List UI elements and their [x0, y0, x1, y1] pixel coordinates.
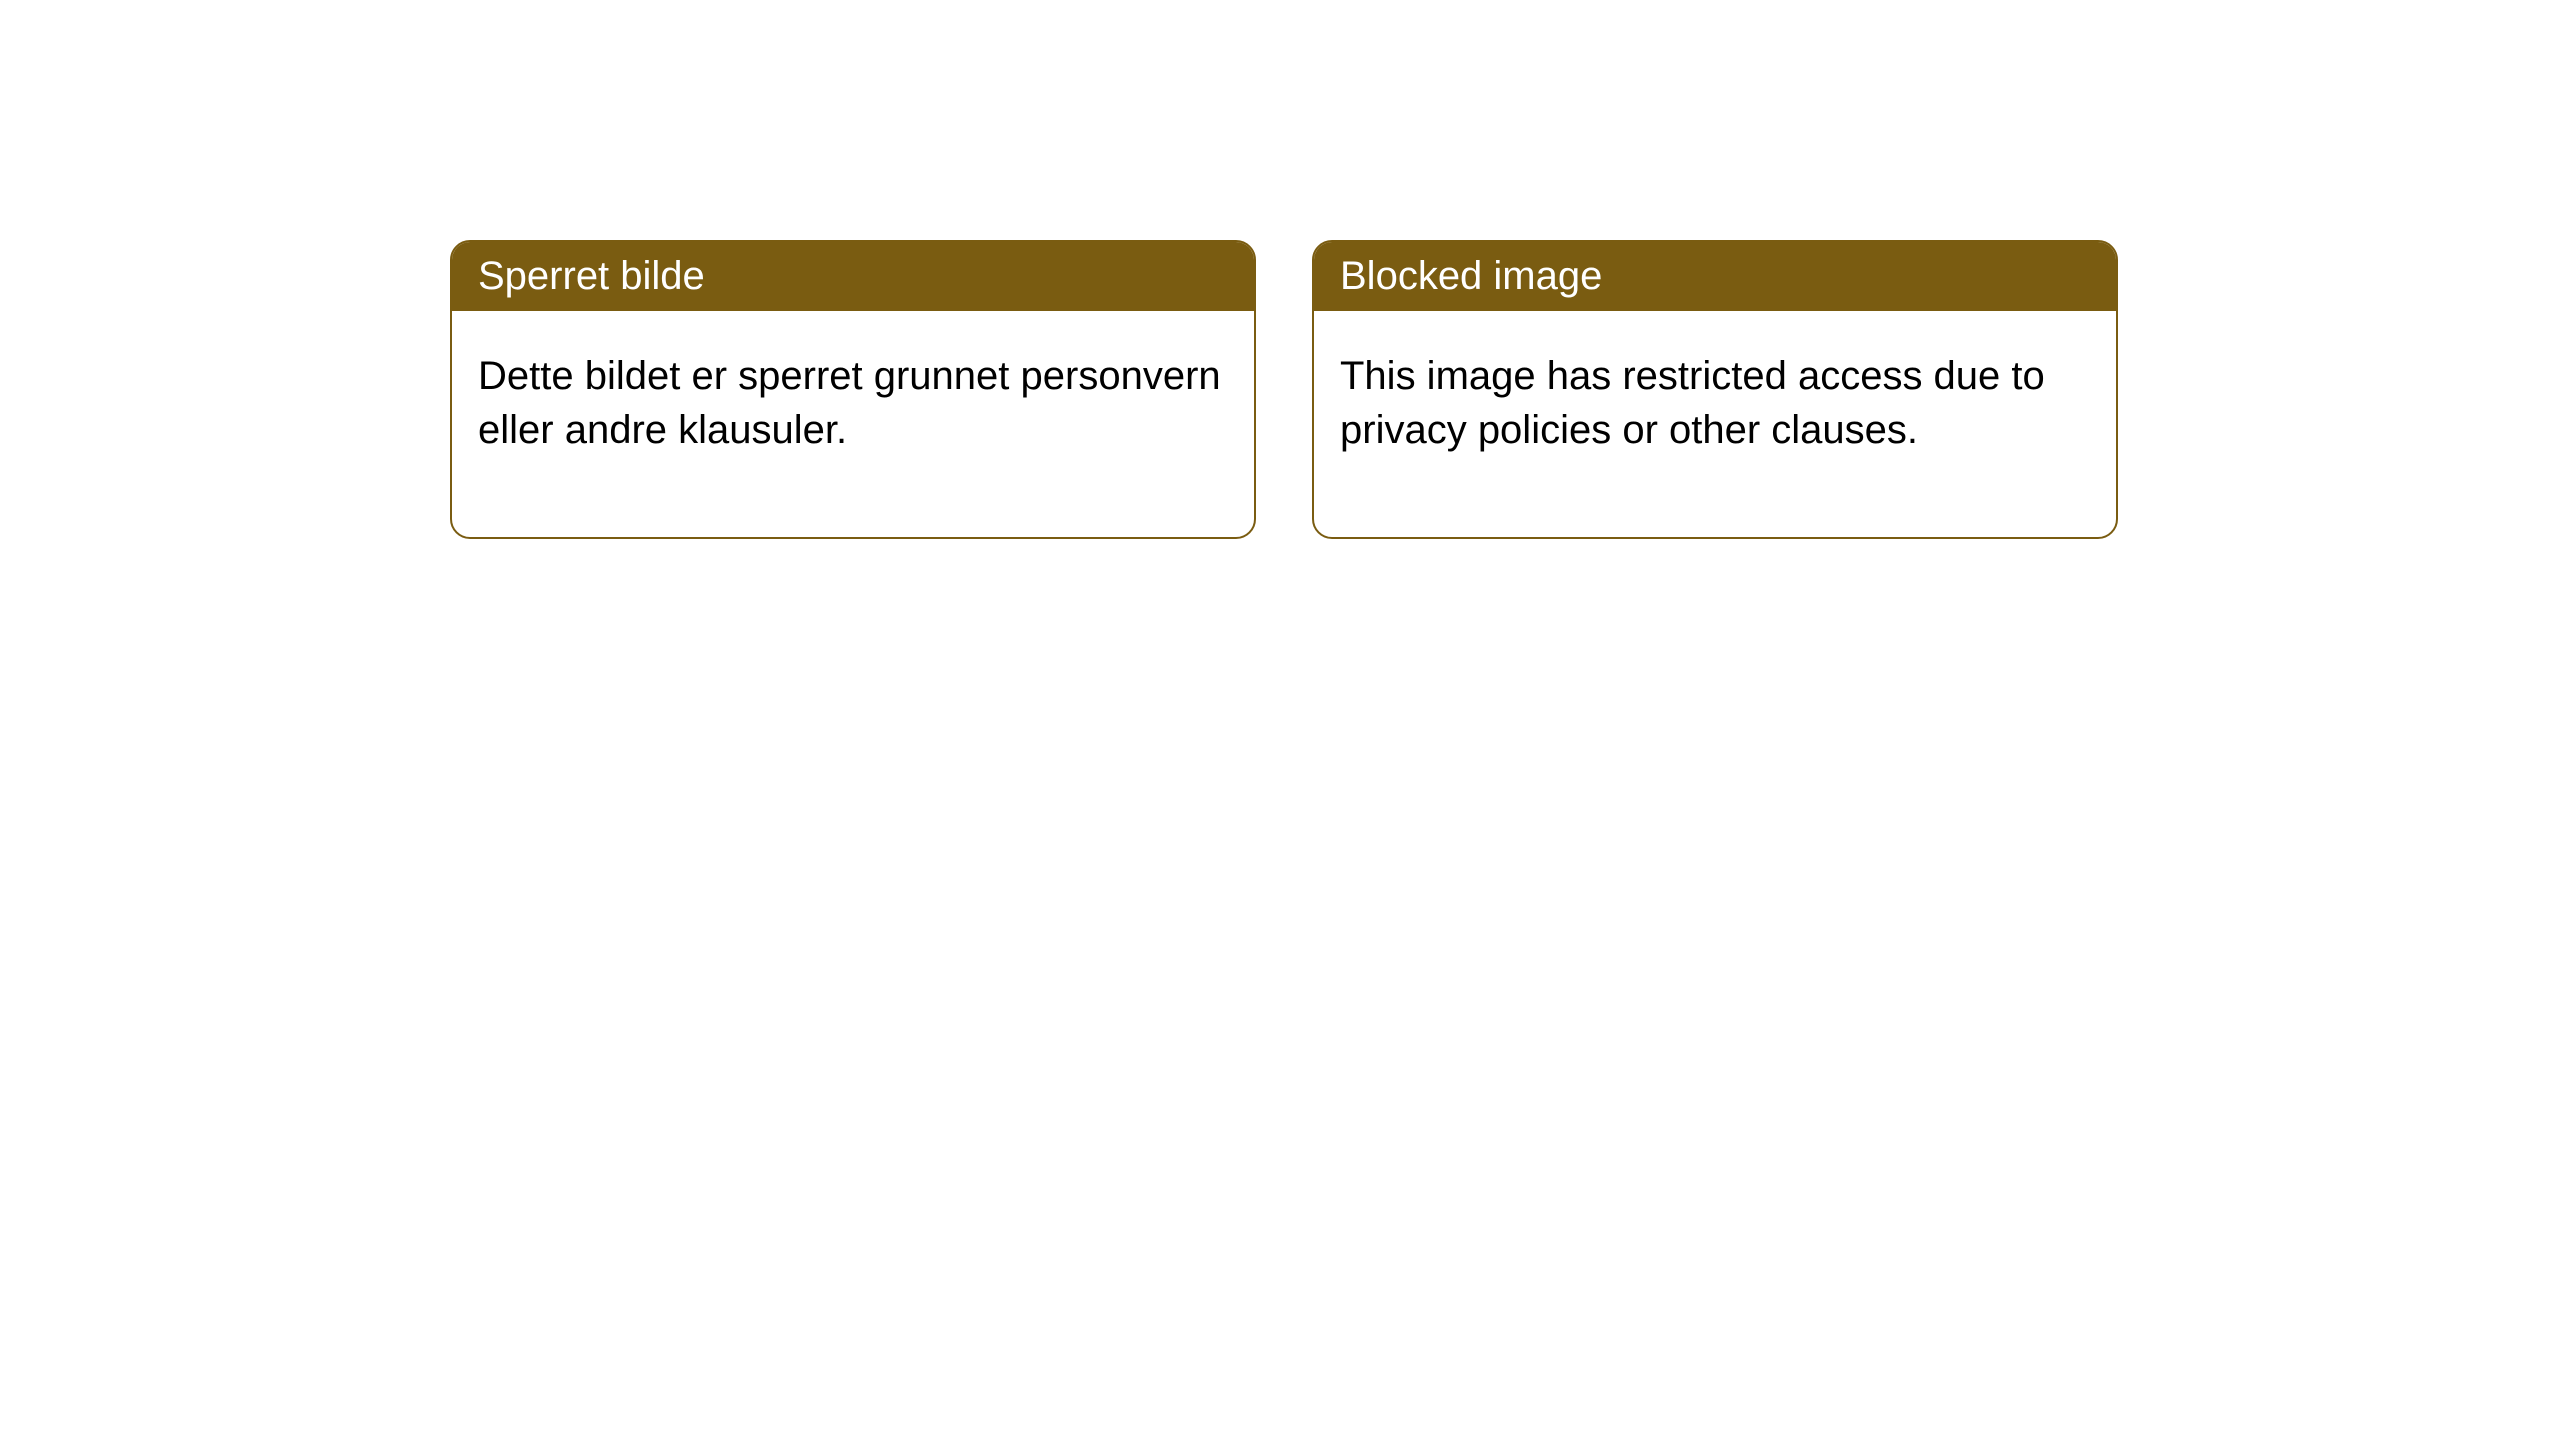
cards-container: Sperret bilde Dette bildet er sperret gr…	[0, 0, 2560, 539]
card-header-no: Sperret bilde	[452, 242, 1254, 311]
card-title-en: Blocked image	[1340, 254, 1602, 298]
card-header-en: Blocked image	[1314, 242, 2116, 311]
card-title-no: Sperret bilde	[478, 254, 705, 298]
blocked-image-card-no: Sperret bilde Dette bildet er sperret gr…	[450, 240, 1256, 539]
card-body-en: This image has restricted access due to …	[1314, 311, 2116, 537]
card-body-no: Dette bildet er sperret grunnet personve…	[452, 311, 1254, 537]
card-body-text-en: This image has restricted access due to …	[1340, 354, 2045, 452]
blocked-image-card-en: Blocked image This image has restricted …	[1312, 240, 2118, 539]
card-body-text-no: Dette bildet er sperret grunnet personve…	[478, 354, 1221, 452]
